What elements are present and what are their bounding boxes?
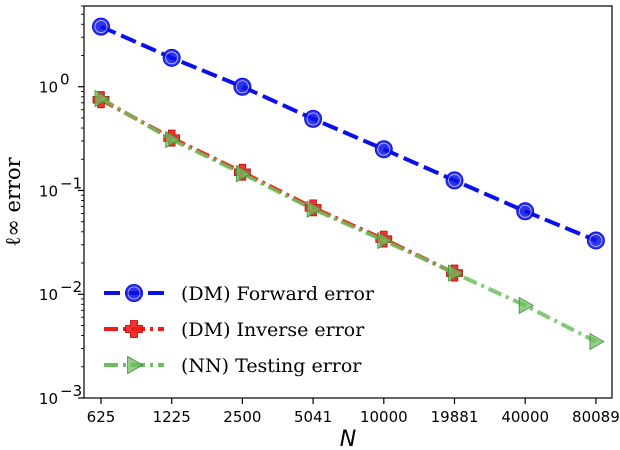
x-tick-label: 1225 [153, 408, 191, 426]
y-axis-label: ℓ∞ error [1, 156, 25, 246]
marker-circle-ring [448, 174, 461, 187]
x-tick-label: 10000 [360, 408, 408, 426]
legend-label: (NN) Testing error [181, 355, 362, 377]
y-tick-exponent: 0 [60, 71, 70, 89]
x-axis-label: N [340, 427, 356, 450]
y-tick-exponent: −1 [60, 174, 82, 192]
marker-triangle [518, 296, 535, 315]
marker-triangle [448, 264, 464, 282]
marker-triangle [306, 200, 322, 218]
marker-circle-ring [518, 204, 532, 218]
marker-circle-ring [306, 112, 320, 126]
x-tick-label: 2500 [223, 408, 261, 426]
marker-triangle [127, 355, 144, 375]
x-tick-label: 80089 [572, 408, 620, 426]
plot-area [83, 5, 613, 399]
legend-label: (DM) Forward error [181, 283, 375, 305]
marker-circle-ring [94, 20, 108, 33]
marker-circle-ring [377, 142, 391, 156]
y-tick-exponent: −2 [60, 278, 82, 296]
series-2 [94, 89, 605, 351]
marker-circle-ring [165, 51, 179, 65]
series-0 [92, 17, 605, 250]
x-tick-label: 40000 [501, 408, 549, 426]
legend-label: (DM) Inverse error [181, 319, 365, 341]
marker-triangle [589, 332, 605, 351]
marker-circle-ring [589, 234, 603, 247]
marker-triangle [377, 231, 393, 250]
x-tick-label: 625 [87, 408, 116, 426]
marker-circle-ring [235, 80, 249, 94]
y-tick-label: 10 [39, 390, 58, 408]
y-tick-exponent: −3 [60, 382, 82, 400]
x-tick-label: 5041 [294, 408, 332, 426]
series-layer [92, 17, 605, 351]
series-line [100, 24, 597, 243]
marker-triangle [94, 89, 110, 108]
marker-triangle [236, 165, 252, 183]
y-tick-label: 10 [39, 286, 58, 304]
legend: (DM) Forward error (DM) Inverse error (NN)… [104, 283, 375, 377]
series-line [99, 96, 597, 344]
marker-plus [125, 320, 143, 338]
y-tick-label: 10 [39, 79, 58, 97]
marker-triangle [165, 130, 181, 149]
marker-circle-ring [127, 286, 141, 300]
y-tick-label: 10 [39, 182, 58, 200]
x-tick-label: 19881 [431, 408, 479, 426]
